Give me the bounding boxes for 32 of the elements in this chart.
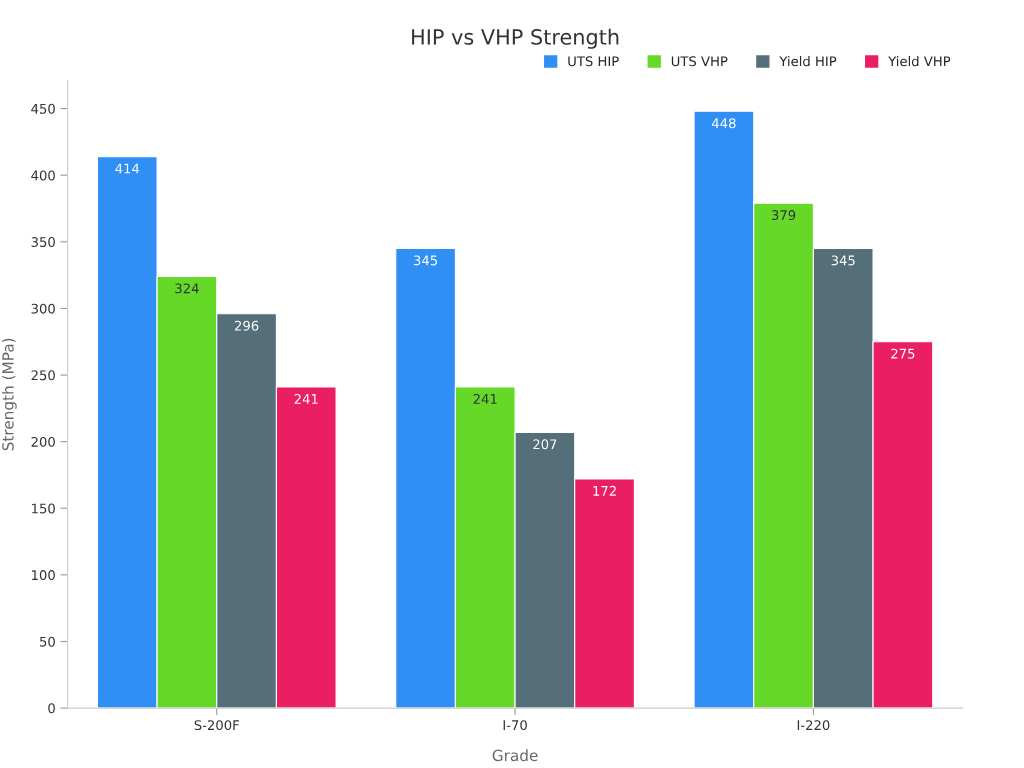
y-axis-title: Strength (MPa) [1, 338, 17, 451]
x-tick-label: S-200F [194, 720, 239, 731]
data-label: 345 [413, 255, 438, 266]
data-label: 324 [175, 283, 199, 294]
y-tick-label: 150 [32, 503, 55, 514]
data-label: 345 [831, 255, 855, 266]
data-label: 172 [593, 485, 616, 496]
data-label: 448 [711, 118, 736, 129]
y-tick-label: 450 [31, 103, 55, 114]
x-axis-title: Grade [492, 749, 538, 762]
y-tick-label: 0 [48, 703, 55, 714]
data-label: 241 [294, 393, 318, 404]
y-tick-label: 400 [31, 170, 55, 181]
legend-label: UTS VHP [671, 56, 728, 67]
y-tick-label: 200 [31, 436, 55, 447]
y-tick-label: 250 [31, 370, 55, 381]
data-label: 207 [533, 439, 557, 450]
data-label: 241 [473, 393, 497, 404]
data-label: 379 [771, 210, 796, 221]
data-label: 296 [234, 320, 259, 331]
y-tick-label: 350 [31, 237, 55, 248]
x-tick-label: I-70 [503, 720, 527, 731]
y-tick-label: 300 [31, 303, 55, 314]
legend-label: Yield VHP [888, 56, 951, 67]
x-tick-label: I-220 [797, 720, 830, 731]
chart-title: HIP vs VHP Strength [412, 28, 619, 49]
legend-label: Yield HIP [779, 56, 837, 67]
y-tick-label: 50 [40, 636, 55, 647]
data-label: 275 [891, 348, 915, 359]
legend-label: UTS HIP [568, 56, 619, 67]
y-tick-label: 100 [32, 570, 55, 581]
data-label: 414 [115, 163, 140, 174]
